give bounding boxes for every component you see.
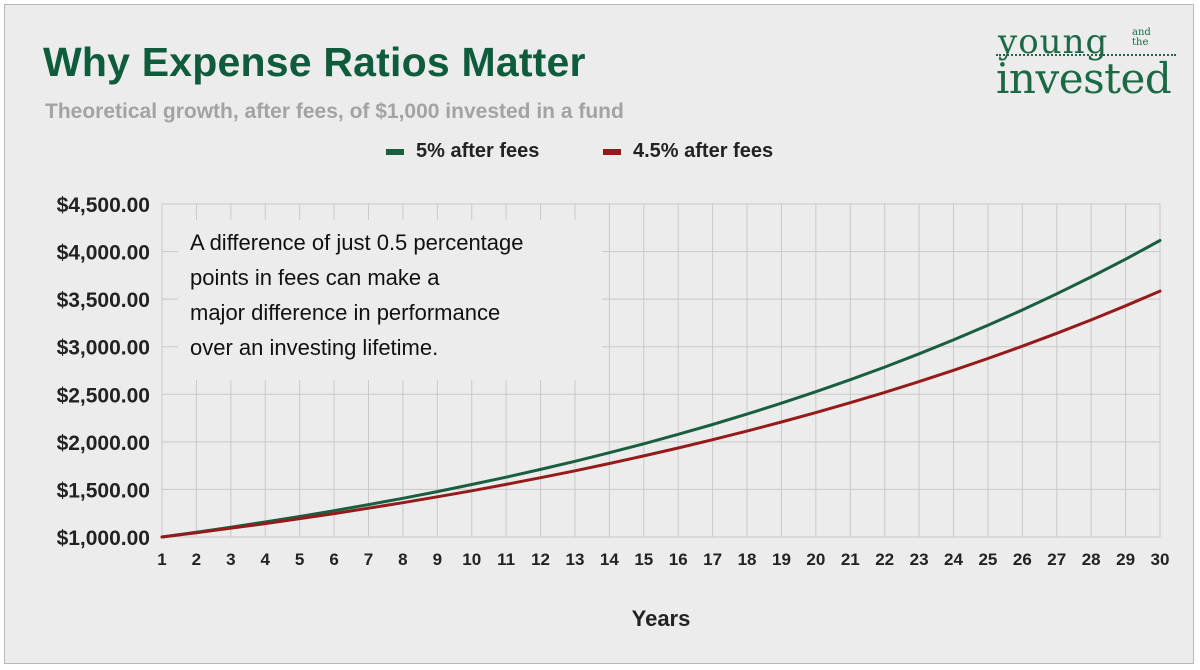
x-tick-label-11: 11 [497, 550, 515, 569]
legend-item-5-percent: 5% after fees [386, 140, 539, 163]
x-tick-label-1: 1 [157, 550, 166, 569]
annotation-line-2: points in fees can make a [190, 265, 440, 290]
x-axis-title: Years [632, 606, 691, 631]
annotation-line-3: major difference in performance [190, 300, 501, 325]
legend-label-4-5-percent: 4.5% after fees [633, 140, 774, 162]
x-tick-label-9: 9 [433, 550, 442, 569]
x-tick-label-7: 7 [364, 550, 373, 569]
y-tick-label-4000: $4,000.00 [57, 242, 150, 265]
x-tick-label-28: 28 [1082, 550, 1101, 569]
logo-dotted-rule [996, 54, 1176, 56]
annotation-box: A difference of just 0.5 percentage poin… [178, 220, 602, 380]
x-tick-label-12: 12 [531, 550, 550, 569]
axis-layer: 1 2 3 4 5 6 7 8 9 10 11 12 13 14 15 16 17 18 19 20 21 22 23 24 2… [57, 194, 1170, 569]
y-tick-label-3500: $3,500.00 [57, 289, 150, 312]
legend-swatch-4-5-percent [603, 148, 621, 155]
y-tick-label-1000: $1,000.00 [57, 527, 150, 550]
x-tick-label-17: 17 [703, 550, 722, 569]
chart-legend: 5% after fees 4.5% after fees [0, 140, 1200, 170]
y-tick-label-2500: $2,500.00 [57, 384, 150, 407]
chart-subtitle: Theoretical growth, after fees, of $1,00… [45, 100, 624, 123]
y-tick-label-4500: $4,500.00 [57, 194, 150, 217]
x-tick-label-24: 24 [944, 550, 963, 569]
series-line-4-5-percent [160, 289, 1162, 539]
x-tick-label-6: 6 [329, 550, 338, 569]
x-tick-label-23: 23 [910, 550, 929, 569]
legend-label-5-percent: 5% after fees [416, 140, 540, 162]
x-tick-label-22: 22 [875, 550, 894, 569]
logo-invested-text: invested [996, 54, 1172, 103]
x-tick-label-5: 5 [295, 550, 304, 569]
x-tick-label-15: 15 [634, 550, 653, 569]
x-tick-label-16: 16 [669, 550, 688, 569]
y-tick-label-2000: $2,000.00 [57, 432, 150, 455]
x-tick-label-3: 3 [226, 550, 235, 569]
series-layer [160, 239, 1162, 539]
x-tick-label-30: 30 [1151, 550, 1170, 569]
x-tick-label-29: 29 [1116, 550, 1135, 569]
y-tick-label-3000: $3,000.00 [57, 337, 150, 360]
x-tick-label-20: 20 [806, 550, 825, 569]
annotation-line-1: A difference of just 0.5 percentage [190, 230, 524, 255]
x-tick-label-14: 14 [600, 550, 619, 569]
series-line-5-percent [160, 239, 1162, 539]
x-tick-label-8: 8 [398, 550, 407, 569]
x-tick-label-25: 25 [978, 550, 997, 569]
x-tick-label-4: 4 [261, 550, 271, 569]
x-tick-label-21: 21 [841, 550, 860, 569]
logo-and-the-text: and the [1132, 27, 1151, 48]
annotation-line-4: over an investing lifetime. [190, 335, 439, 360]
x-tick-label-19: 19 [772, 550, 791, 569]
x-tick-label-18: 18 [738, 550, 757, 569]
x-tick-label-13: 13 [566, 550, 585, 569]
legend-swatch-5-percent [386, 148, 404, 155]
x-tick-label-2: 2 [192, 550, 201, 569]
brand-logo: young and the invested [992, 22, 1182, 106]
legend-item-4-5-percent: 4.5% after fees [603, 140, 773, 163]
x-tick-label-27: 27 [1047, 550, 1066, 569]
x-tick-label-26: 26 [1013, 550, 1032, 569]
y-tick-label-1500: $1,500.00 [57, 479, 150, 502]
x-tick-label-10: 10 [462, 550, 481, 569]
chart-title: Why Expense Ratios Matter [43, 39, 586, 85]
